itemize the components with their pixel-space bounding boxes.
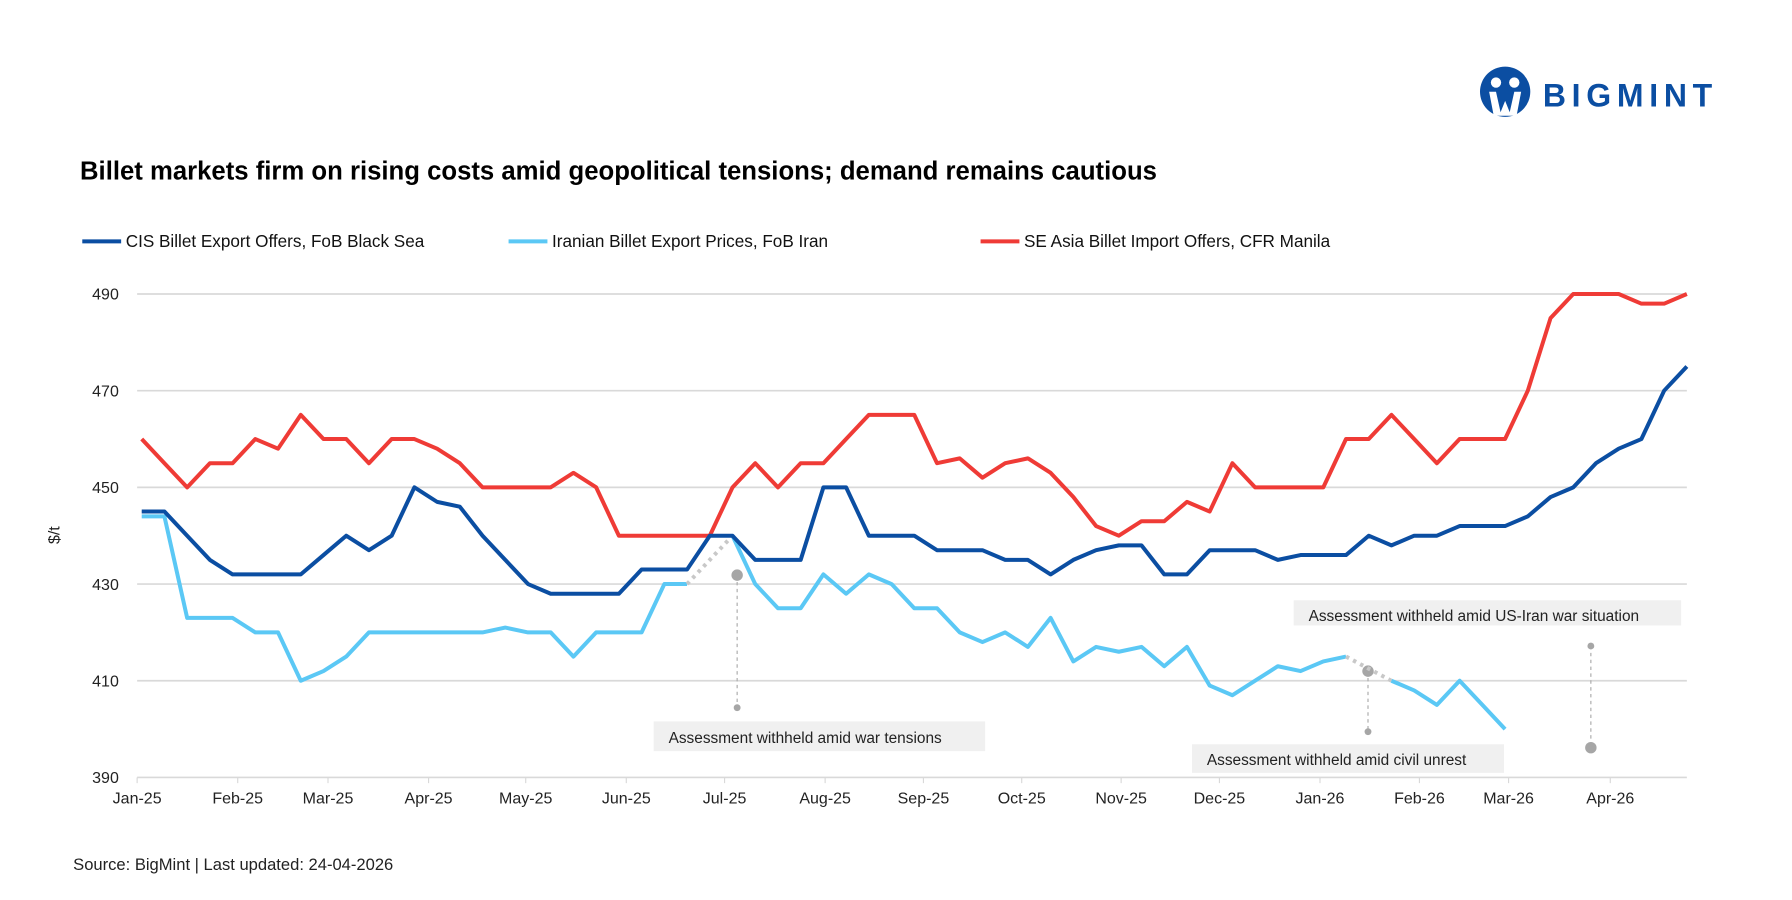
series-line-segment (141, 514, 688, 683)
x-tick-label: Dec-25 (1194, 791, 1246, 808)
legend-label: CIS Billet Export Offers, FoB Black Sea (126, 231, 425, 251)
x-axis: Jan-25 Feb-25 Mar-25 Apr-25 May-25 Jun-25 Jul-… (113, 776, 1687, 808)
y-tick-label: 470 (92, 383, 119, 400)
chart-title: Billet markets firm on rising costs amid… (80, 158, 1157, 186)
annotation-text: Assessment withheld amid war tensions (669, 730, 942, 747)
x-tick-label: Mar-25 (303, 791, 354, 808)
x-tick-label: Aug-25 (799, 791, 851, 808)
annotation-marker (731, 569, 743, 581)
series-se-asia (140, 292, 1688, 538)
annotation-us-iran-war: Assessment withheld amid US-Iran war sit… (1293, 600, 1682, 754)
bigmint-logo: BIGMINT (1480, 66, 1718, 117)
x-tick-label: Mar-26 (1483, 791, 1534, 808)
logo-text: BIGMINT (1543, 78, 1718, 114)
y-tick-label: 430 (92, 577, 119, 594)
series-line-segment (730, 534, 1347, 698)
y-tick-label: 490 (92, 287, 119, 304)
series-iran (141, 514, 1507, 731)
annotation-marker (1362, 665, 1374, 677)
series-line-segment (140, 292, 1688, 538)
gap-connector (1345, 654, 1393, 683)
annotation-text: Assessment withheld amid US-Iran war sit… (1309, 608, 1640, 625)
gridlines (137, 293, 1687, 682)
x-tick-label: Feb-25 (212, 791, 263, 808)
series-lines (140, 292, 1689, 731)
x-tick-label: Feb-26 (1394, 791, 1445, 808)
legend-label: SE Asia Billet Import Offers, CFR Manila (1024, 231, 1331, 251)
x-tick-label: Jan-25 (113, 791, 162, 808)
series-line-segment (1390, 678, 1507, 731)
y-axis-label: $/t (46, 526, 63, 544)
legend: CIS Billet Export Offers, FoB Black Sea I… (82, 231, 1331, 251)
x-tick-label: Apr-25 (405, 791, 453, 808)
gap-connector (685, 534, 734, 586)
x-tick-label: Apr-26 (1586, 791, 1634, 808)
annotation-war-tensions: Assessment withheld amid war tensions (653, 569, 986, 752)
annotation-civil-unrest: Assessment withheld amid civil unrest (1192, 665, 1504, 773)
x-tick-label: Sep-25 (898, 791, 950, 808)
x-tick-label: Nov-25 (1095, 791, 1147, 808)
y-tick-label: 450 (92, 480, 119, 497)
annotation-marker (1585, 742, 1597, 754)
x-tick-label: Jan-26 (1296, 791, 1345, 808)
y-axis: 390 410 430 450 470 490 (92, 287, 119, 787)
annotation-text: Assessment withheld amid civil unrest (1207, 752, 1467, 769)
source-note: Source: BigMint | Last updated: 24-04-20… (73, 855, 393, 874)
legend-label: Iranian Billet Export Prices, FoB Iran (552, 231, 828, 251)
x-tick-label: Oct-25 (998, 791, 1046, 808)
y-tick-label: 390 (92, 770, 119, 787)
series-cis (141, 365, 1689, 596)
series-line-segment (141, 365, 1689, 596)
x-tick-label: Jun-25 (602, 791, 651, 808)
x-tick-label: May-25 (499, 791, 552, 808)
x-tick-label: Jul-25 (703, 791, 747, 808)
y-tick-label: 410 (92, 673, 119, 690)
